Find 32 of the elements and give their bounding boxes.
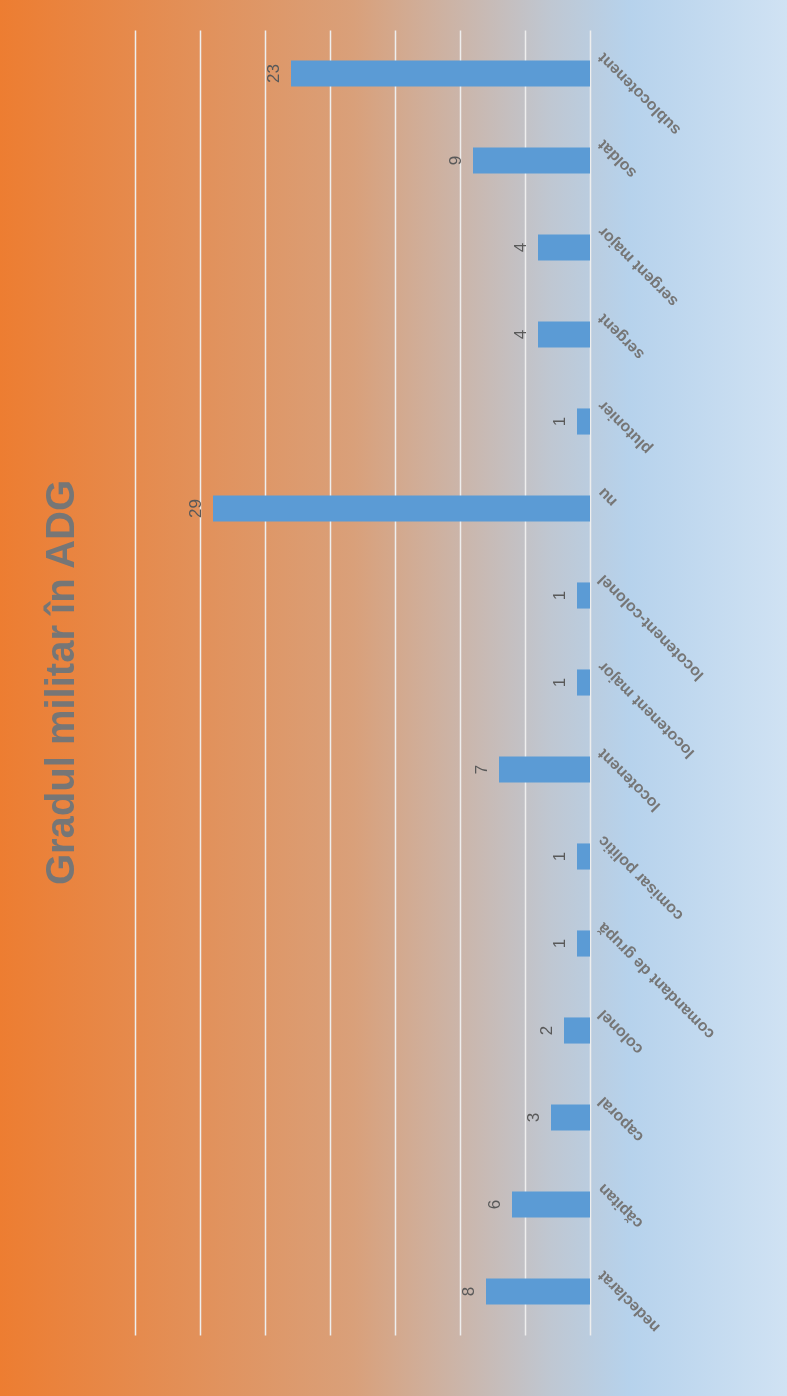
text: Gradul militar în ADG: [38, 479, 82, 886]
data-label: 6: [485, 1199, 504, 1210]
bar: [577, 582, 590, 609]
data-label: 1: [550, 677, 569, 688]
bar: [499, 756, 590, 783]
data-label: 1: [550, 938, 569, 949]
bar: [291, 60, 590, 87]
y-tick-label: nu: [594, 484, 620, 511]
data-label: 9: [446, 155, 465, 166]
data-label: 29: [186, 499, 205, 518]
bar: [538, 321, 590, 348]
data-label: 2: [537, 1025, 556, 1036]
data-label: 3: [524, 1112, 543, 1123]
bar: [473, 147, 590, 174]
bar: [564, 1017, 590, 1044]
data-label: 1: [550, 590, 569, 601]
bar: [486, 1278, 590, 1305]
data-label: 7: [472, 764, 491, 775]
bar: [512, 1191, 590, 1218]
data-label: 4: [511, 242, 530, 253]
data-label: 4: [511, 329, 530, 340]
bar: [213, 495, 590, 522]
bar: [577, 843, 590, 870]
data-label: 8: [459, 1286, 478, 1297]
data-label: 1: [550, 851, 569, 862]
bar: [577, 408, 590, 435]
data-label: 1: [550, 416, 569, 427]
bar: [577, 930, 590, 957]
bar: [538, 234, 590, 261]
data-label: 23: [264, 64, 283, 83]
bar: [551, 1104, 590, 1131]
bar: [577, 669, 590, 696]
